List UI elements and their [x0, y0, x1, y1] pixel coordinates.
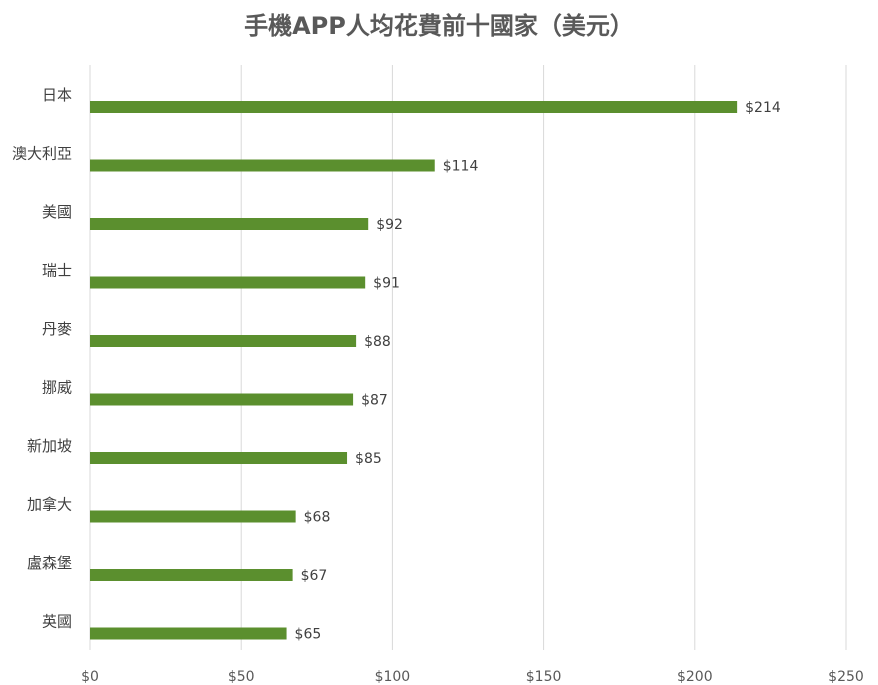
data-label: $67	[301, 568, 328, 584]
category-label: 新加坡	[27, 437, 72, 455]
data-label: $92	[376, 217, 403, 233]
bar	[90, 569, 293, 581]
bar	[90, 452, 348, 464]
category-label: 盧森堡	[27, 554, 72, 572]
x-tick-label: $200	[677, 669, 713, 685]
category-label: 美國	[42, 203, 72, 221]
data-label: $68	[304, 510, 331, 526]
category-label: 瑞士	[42, 262, 72, 280]
bar	[90, 218, 369, 230]
data-label: $87	[361, 393, 388, 409]
category-label: 加拿大	[27, 496, 72, 514]
data-label: $91	[373, 276, 400, 292]
category-label: 日本	[42, 86, 72, 104]
data-label: $214	[745, 100, 781, 116]
bar	[90, 393, 354, 406]
x-tick-label: $50	[228, 669, 255, 685]
x-tick-label: $150	[526, 669, 562, 685]
bar	[90, 159, 435, 172]
x-tick-label: $250	[828, 669, 864, 685]
data-label: $65	[295, 627, 322, 643]
category-label: 英國	[42, 613, 72, 631]
bar	[90, 101, 738, 113]
data-label: $88	[364, 334, 391, 350]
data-label: $85	[355, 451, 382, 467]
chart-title: 手機APP人均花費前十國家（美元）	[244, 12, 634, 40]
data-label: $114	[443, 159, 479, 175]
category-label: 挪威	[42, 379, 72, 397]
bar	[90, 510, 296, 523]
bar	[90, 335, 357, 347]
x-tick-label: $100	[375, 669, 411, 685]
bar	[90, 276, 366, 289]
category-label: 丹麥	[42, 320, 72, 338]
bar	[90, 627, 287, 640]
category-label: 澳大利亞	[12, 145, 72, 163]
x-tick-label: $0	[81, 669, 99, 685]
